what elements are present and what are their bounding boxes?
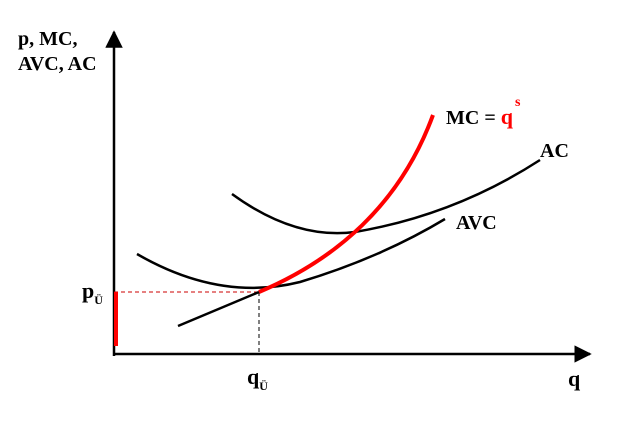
y-axis-label-line1: p, MC, xyxy=(18,28,77,50)
mc-curve-lower xyxy=(177,290,260,328)
ac-label: AC xyxy=(540,140,569,162)
x-axis-label: q xyxy=(568,366,581,391)
supply-curve xyxy=(258,114,435,294)
mc-supply-label: MC = qs xyxy=(446,95,521,129)
ac-curve xyxy=(231,158,541,235)
y-axis-label-line2: AVC, AC xyxy=(18,53,97,75)
shutdown-price-label: pÜ xyxy=(82,278,103,307)
avc-curve xyxy=(136,217,446,290)
avc-label: AVC xyxy=(456,212,497,234)
shutdown-quantity-label: qÜ xyxy=(247,364,268,393)
